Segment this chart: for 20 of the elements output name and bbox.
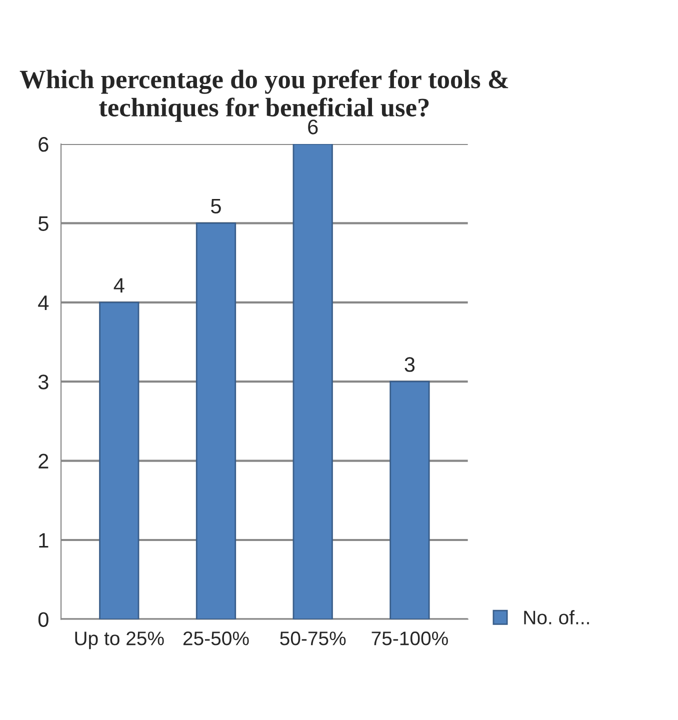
- x-tick-label: 75-100%: [372, 632, 448, 646]
- bar: [292, 144, 333, 620]
- x-tick-label: Up to 25%: [75, 632, 164, 650]
- y-tick-label: 5: [38, 216, 48, 231]
- x-tick-label: 25-50%: [183, 632, 249, 646]
- data-label: 4: [114, 278, 124, 293]
- y-tick-label: 1: [39, 533, 48, 548]
- data-label: 3: [404, 357, 415, 372]
- x-tick-label: 50-75%: [280, 632, 346, 646]
- bar: [196, 222, 236, 620]
- data-label: 5: [211, 198, 221, 214]
- legend-label: No. of...: [524, 610, 589, 624]
- y-tick-label: 4: [38, 296, 49, 310]
- y-tick-label: 0: [38, 612, 48, 627]
- y-tick-label: 6: [38, 137, 48, 152]
- y-tick-label: 3: [38, 374, 48, 390]
- bar: [99, 302, 140, 620]
- y-tick-label: 2: [38, 454, 48, 468]
- bar: [390, 380, 430, 620]
- data-label: 6: [308, 120, 318, 134]
